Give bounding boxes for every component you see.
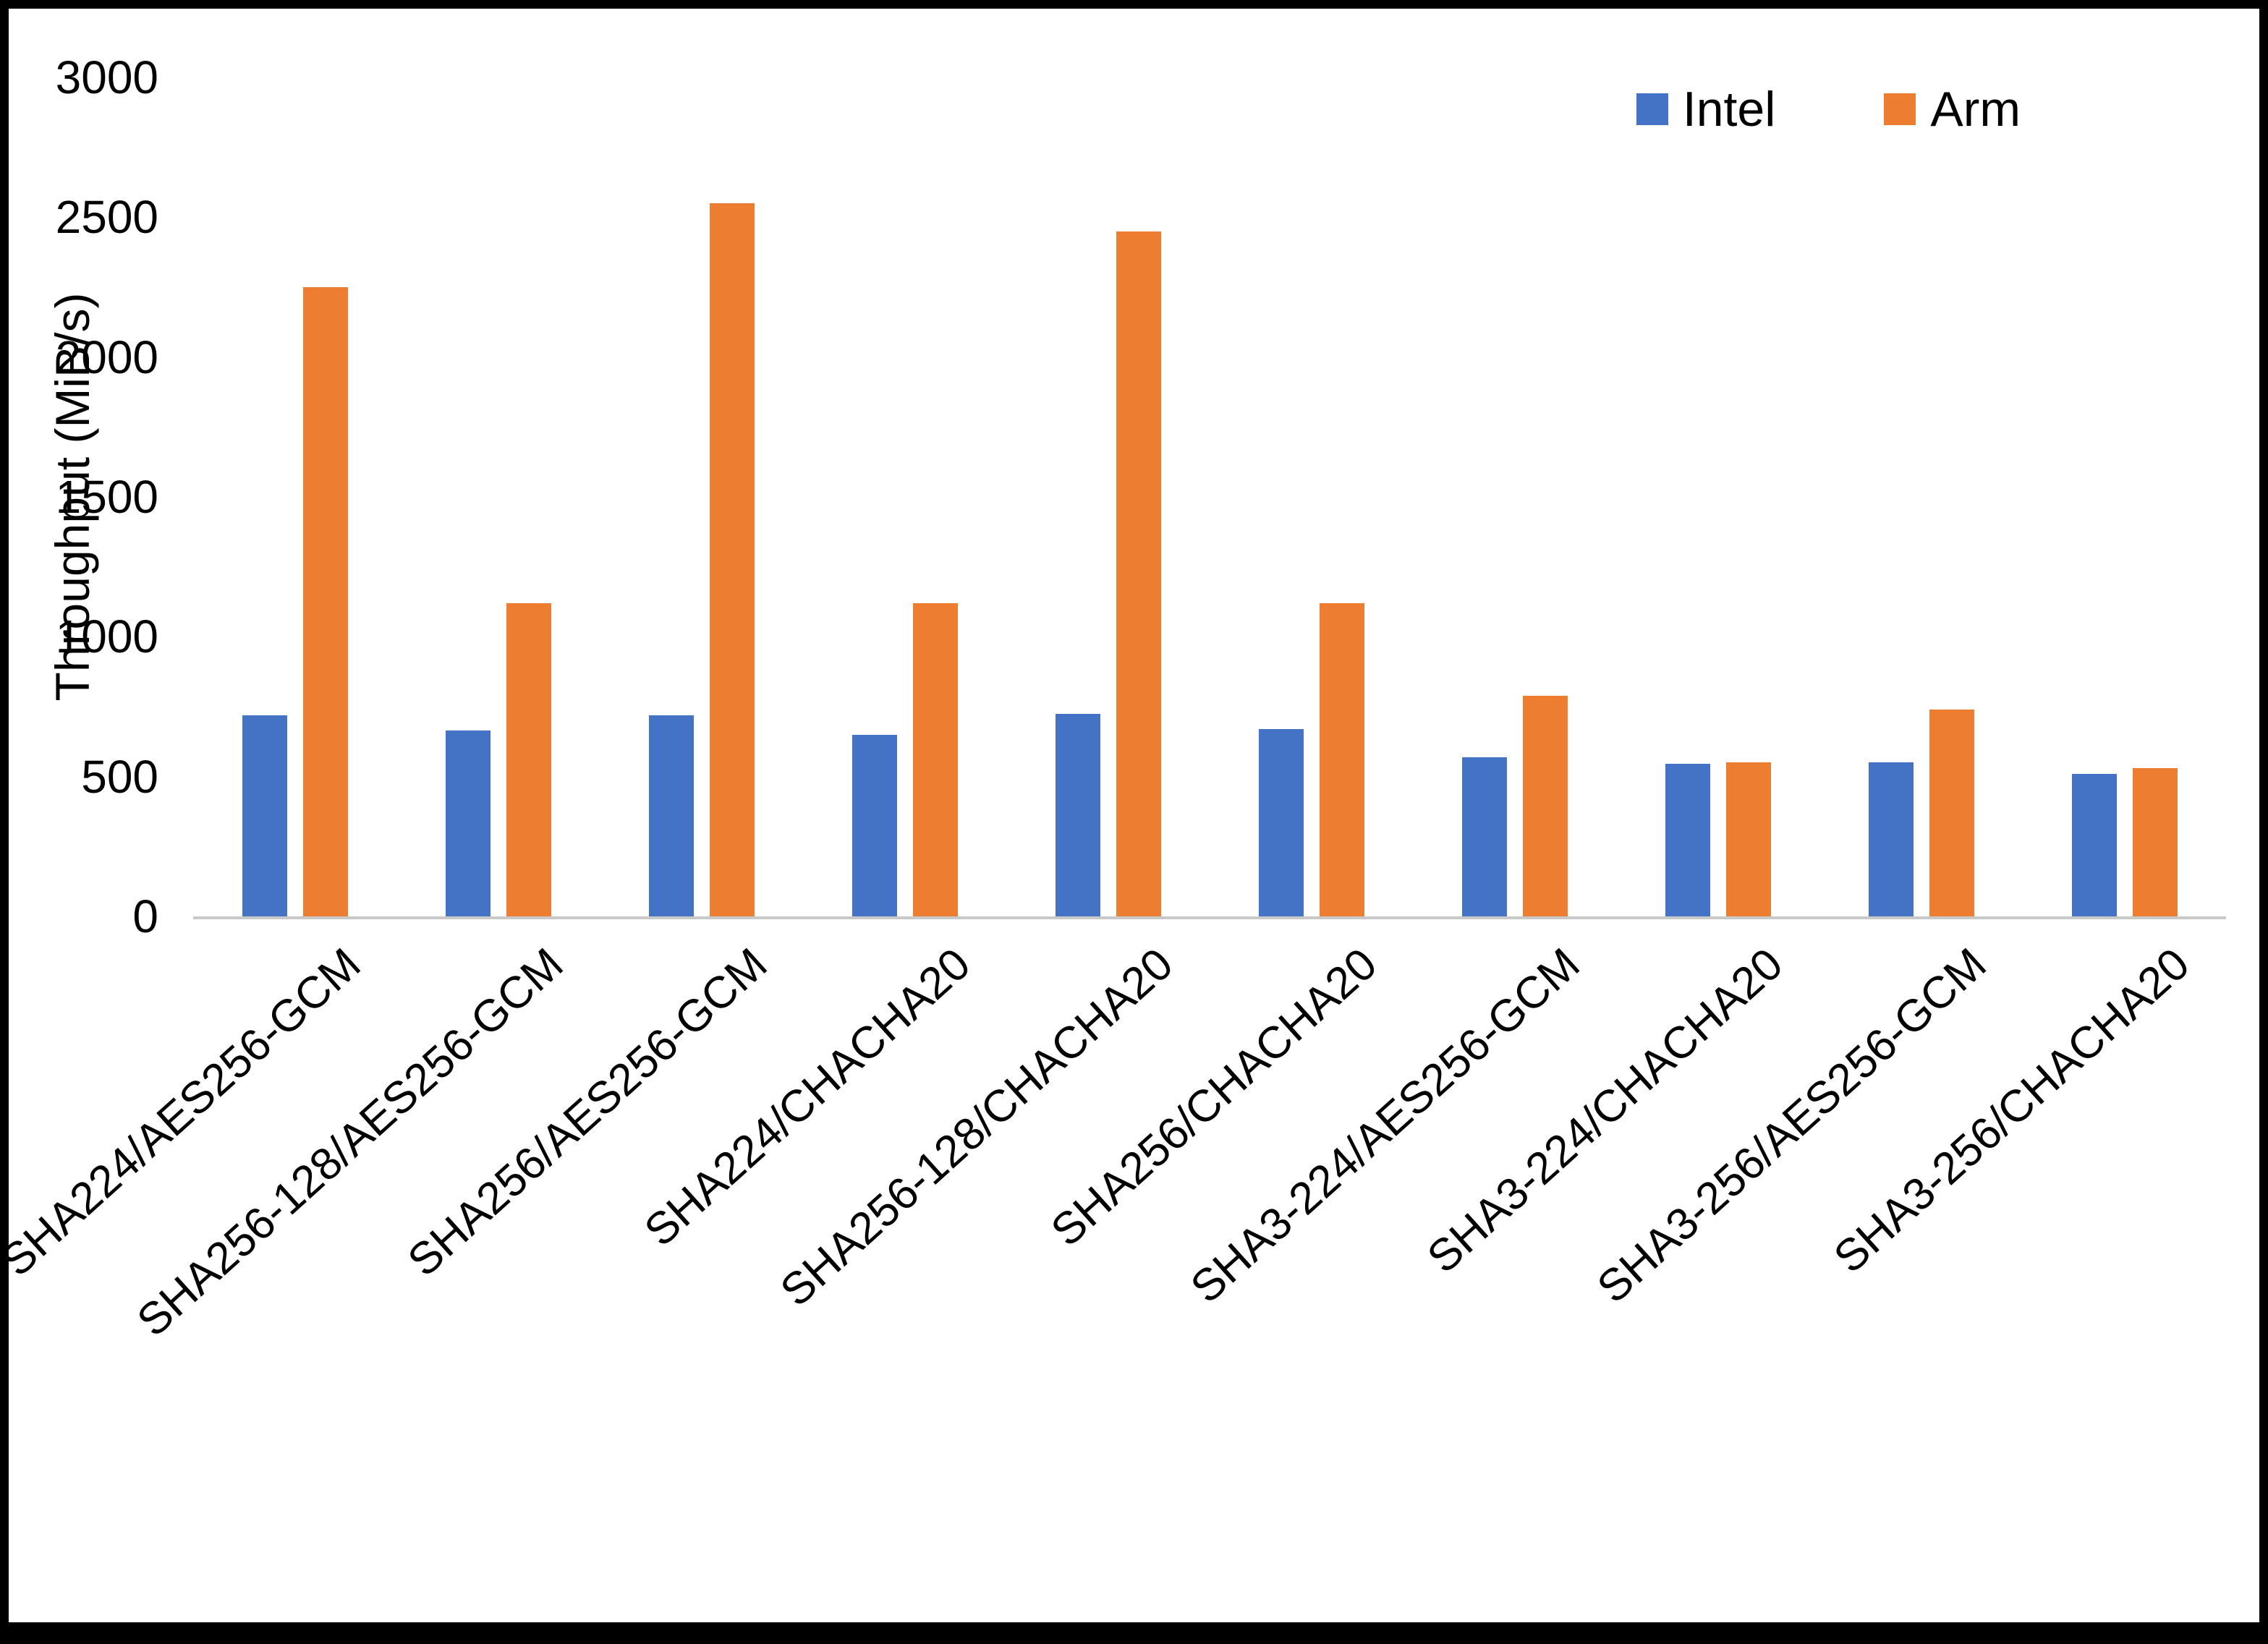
y-tick-label: 2500 [55, 191, 158, 244]
bar-group: SHA256/CHACHA20 [1042, 77, 1413, 1256]
y-tick-label: 1500 [55, 471, 158, 523]
bar-intel [2071, 773, 2117, 916]
y-tick-label: 1000 [55, 610, 158, 663]
bar-arm [912, 602, 958, 916]
y-tick-label: 0 [132, 890, 158, 942]
bar-intel [445, 730, 490, 916]
legend: Intel Arm [1636, 81, 2021, 137]
x-category-label: SHA3-256/AES256-GCM [1588, 939, 1996, 1313]
x-category-label: SHA3-224/CHACHA20 [1418, 939, 1793, 1283]
bar-arm [1725, 762, 1771, 916]
bar-arm [1929, 709, 1974, 916]
bar-group: SHA3-256/AES256-GCM [1589, 77, 2023, 1313]
y-tick-label: 2000 [55, 331, 158, 383]
legend-label-arm: Arm [1930, 82, 2021, 137]
bar-arm [1116, 231, 1161, 916]
y-tick-label: 3000 [55, 51, 158, 103]
legend-label-intel: Intel [1682, 82, 1776, 137]
legend-item-arm: Arm [1884, 81, 2021, 137]
bar-group: SHA224/AES256-GCM [9, 77, 396, 1286]
bar-intel [1055, 713, 1100, 916]
bar-arm [2132, 768, 2178, 916]
bar-group: SHA224/CHACHA20 [635, 77, 1006, 1256]
bar-arm [506, 602, 551, 916]
bar-intel [1258, 728, 1304, 916]
x-category-label: SHA3-224/AES256-GCM [1181, 939, 1589, 1313]
arm-swatch-icon [1884, 93, 1916, 125]
bar-group: SHA256-128/AES256-GCM [128, 77, 600, 1346]
x-category-label: SHA224/AES256-GCM [0, 939, 370, 1287]
x-category-label: SHA256-128/CHACHA20 [771, 939, 1183, 1316]
bar-arm [1522, 695, 1568, 916]
bar-group: SHA3-256/CHACHA20 [1825, 77, 2226, 1283]
bar-group: SHA3-224/AES256-GCM [1182, 77, 1616, 1313]
bar-arm [709, 203, 755, 916]
bar-intel [1461, 757, 1507, 916]
legend-item-intel: Intel [1636, 81, 1776, 137]
bar-group: SHA256-128/CHACHA20 [771, 77, 1210, 1316]
bar-group: SHA3-224/CHACHA20 [1419, 77, 1819, 1283]
plot-area: SHA224/AES256-GCM SHA256-128/AES256-GCM SH… [9, 77, 2226, 1346]
y-tick-label: 500 [81, 750, 158, 803]
x-category-label: SHA256-128/AES256-GCM [128, 939, 573, 1347]
bar-intel [1868, 762, 1914, 916]
x-category-label: SHA3-256/CHACHA20 [1825, 939, 2199, 1283]
bar-intel [1665, 764, 1710, 916]
x-category-label: SHA256/AES256-GCM [398, 939, 776, 1287]
intel-swatch-icon [1636, 93, 1668, 125]
bar-arm [1319, 602, 1364, 916]
bar-intel [648, 715, 694, 916]
y-axis-tick-labels: 0 500 1000 1500 2000 2500 3000 [9, 54, 171, 940]
bar-intel [242, 715, 287, 916]
bar-intel [851, 734, 897, 916]
bar-group: SHA256/AES256-GCM [399, 77, 803, 1286]
bar-arm [302, 287, 348, 916]
